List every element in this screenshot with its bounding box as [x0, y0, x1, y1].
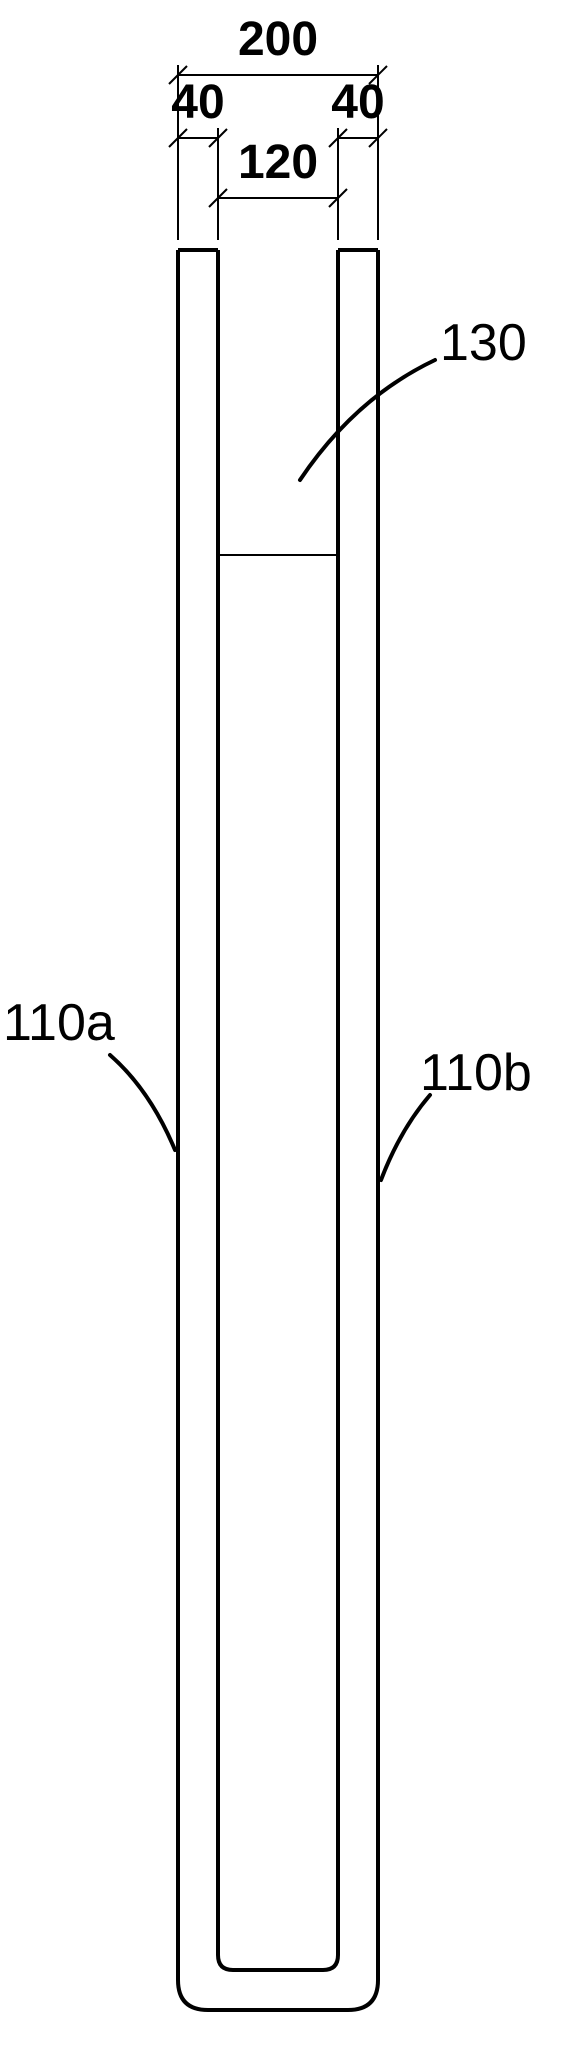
dim-right_wall-text: 40	[331, 76, 384, 129]
vessel-outer-outline	[178, 250, 378, 2010]
label-l110b-text: 110b	[420, 1044, 532, 1102]
label-l130-leader	[300, 360, 435, 480]
dim-gap-text: 120	[238, 136, 318, 189]
label-l110a-text: 110a	[3, 994, 115, 1052]
label-l110b-leader	[381, 1095, 430, 1180]
label-l110a-leader	[110, 1055, 175, 1150]
dim-overall-text: 200	[238, 13, 318, 66]
label-l130-text: 130	[440, 314, 527, 372]
dim-left_wall-text: 40	[171, 76, 224, 129]
vessel-inner-outline	[218, 250, 338, 1970]
